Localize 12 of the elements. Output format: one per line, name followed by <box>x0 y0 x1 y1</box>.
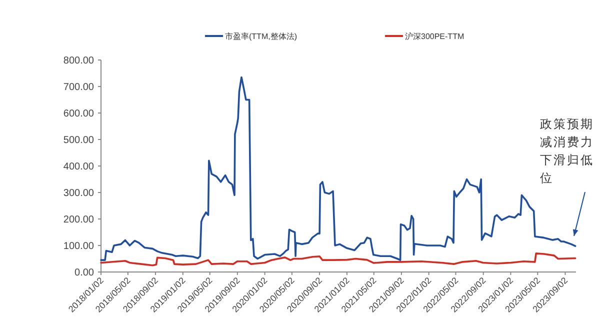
y-tick-label: 400.00 <box>63 162 94 172</box>
y-tick-label: 300.00 <box>63 188 94 199</box>
legend-label: 市盈率(TTM,整体法) <box>225 32 298 41</box>
y-tick-label: 100.00 <box>63 241 94 252</box>
y-tick-label: 500.00 <box>63 135 94 146</box>
y-tick-label: 0.00 <box>74 268 94 278</box>
annotation: 政策预期减消费力下滑归低位 <box>540 117 594 185</box>
y-tick-label: 800.00 <box>63 56 94 66</box>
y-tick-label: 700.00 <box>63 82 94 93</box>
y-tick-label: 600.00 <box>63 108 94 120</box>
legend-label: 沪深300PE-TTM <box>405 32 464 41</box>
y-tick-label: 200.00 <box>63 214 94 226</box>
